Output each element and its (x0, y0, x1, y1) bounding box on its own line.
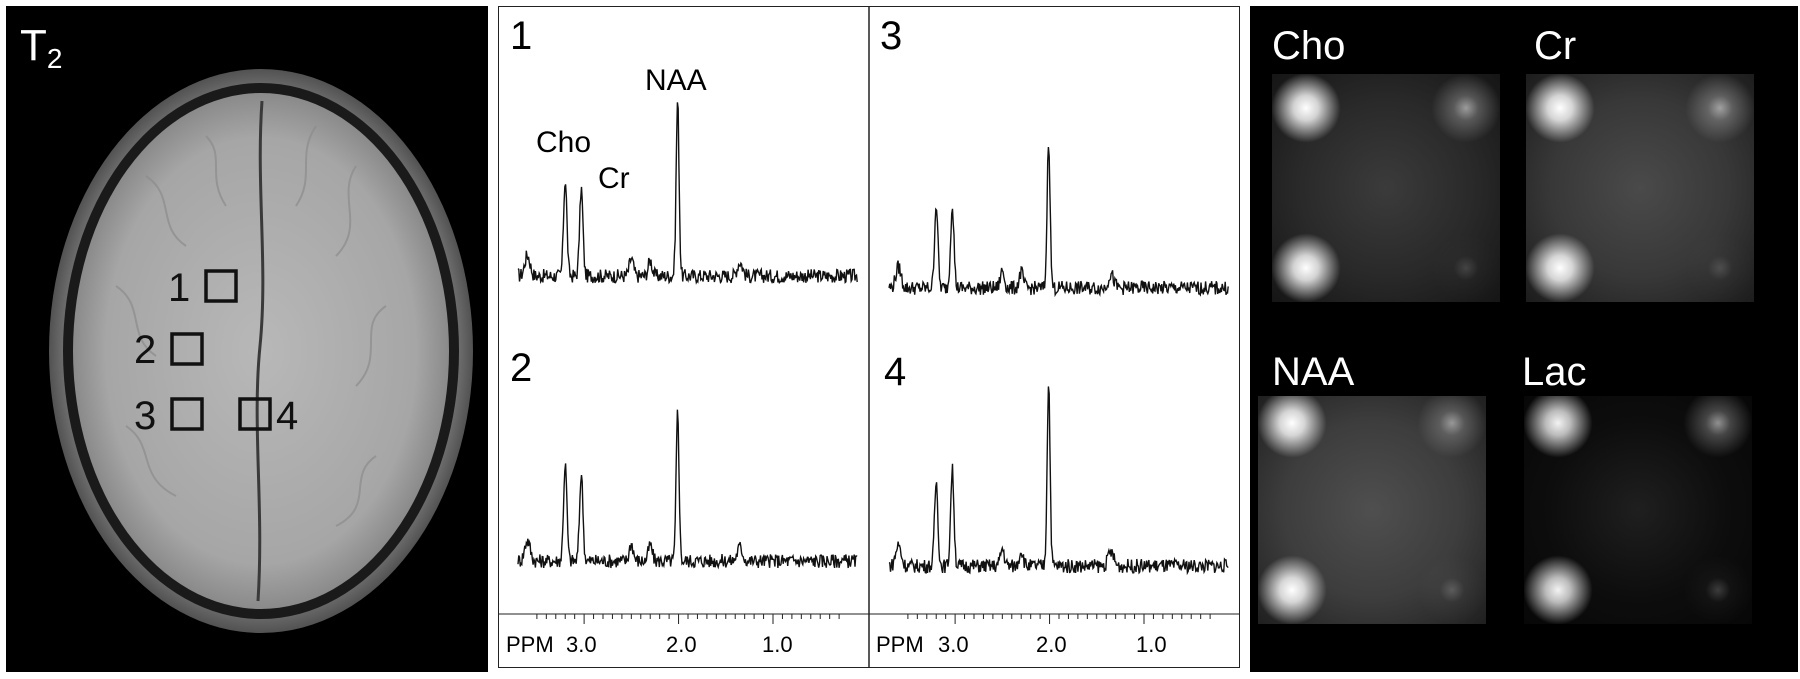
spectrum-label-2: 2 (510, 346, 533, 390)
spectrum-line-2 (517, 409, 858, 570)
x-tick-label-3-right: 3.0 (938, 632, 969, 657)
map-cr (1526, 74, 1754, 302)
map-cho-hotspot (1430, 74, 1500, 144)
roi-box-3 (170, 397, 204, 431)
spectra-series (517, 102, 1229, 576)
x-tick-label-2-right: 2.0 (1036, 632, 1067, 657)
peak-label-cho: Cho (536, 126, 592, 159)
spectrum-label-3: 3 (880, 14, 903, 58)
map-naa-hotspot (1416, 396, 1486, 459)
map-naa-hotspot (1416, 554, 1486, 624)
map-cho-hotspot (1272, 232, 1342, 302)
x-axis-unit-left: PPM (506, 632, 554, 657)
x-axis-ticks (536, 614, 1211, 624)
map-cho (1272, 74, 1500, 302)
map-naa-hotspot (1258, 396, 1328, 459)
map-cr-hotspot (1526, 232, 1596, 302)
map-cr-hotspot (1526, 74, 1596, 144)
roi-label-1: 1 (168, 266, 191, 310)
mri-t2-panel: T2 1 2 3 4 (6, 6, 488, 672)
roi-box-1 (204, 269, 238, 303)
map-label-cr: Cr (1534, 24, 1577, 68)
spectrum-line-1 (517, 102, 858, 285)
map-lac (1524, 396, 1752, 624)
map-naa (1258, 396, 1486, 624)
sulci (115, 125, 387, 527)
roi-label-2: 2 (134, 328, 157, 372)
spectrum-label-4: 4 (884, 350, 907, 394)
x-tick-label-1-left: 1.0 (762, 632, 793, 657)
map-lac-hotspot (1524, 396, 1594, 459)
roi-box-2 (170, 332, 204, 366)
x-tick-label-2-left: 2.0 (666, 632, 697, 657)
map-cho-hotspot (1430, 232, 1500, 302)
peak-label-naa: NAA (645, 64, 707, 97)
x-tick-label-1-right: 1.0 (1136, 632, 1167, 657)
x-axis-unit-right: PPM (876, 632, 924, 657)
map-label-cho: Cho (1272, 24, 1346, 68)
roi-label-4: 4 (276, 394, 299, 438)
map-lac-hotspot (1524, 554, 1594, 624)
map-cr-hotspot (1684, 232, 1754, 302)
brain-axial-image (49, 69, 473, 633)
spectrum-label-1: 1 (510, 14, 533, 58)
map-label-naa: NAA (1272, 350, 1355, 394)
spectrum-line-4 (888, 386, 1229, 576)
map-lac-hotspot (1682, 554, 1752, 624)
map-naa-hotspot (1258, 554, 1328, 624)
metabolite-maps-panel: Cho Cr NAA Lac (1250, 6, 1798, 672)
map-cr-hotspot (1684, 74, 1754, 144)
roi-label-3: 3 (134, 394, 157, 438)
map-cho-hotspot (1272, 74, 1342, 144)
spectra-plot (498, 6, 1240, 668)
mri-sequence-label: T2 (20, 21, 63, 74)
roi-box-4 (238, 397, 272, 431)
map-lac-hotspot (1682, 396, 1752, 459)
map-label-lac: Lac (1522, 350, 1587, 394)
interhemispheric-fissure (255, 100, 265, 602)
spectrum-line-3 (888, 146, 1229, 298)
x-tick-label-3-left: 3.0 (566, 632, 597, 657)
peak-label-cr: Cr (598, 162, 630, 195)
